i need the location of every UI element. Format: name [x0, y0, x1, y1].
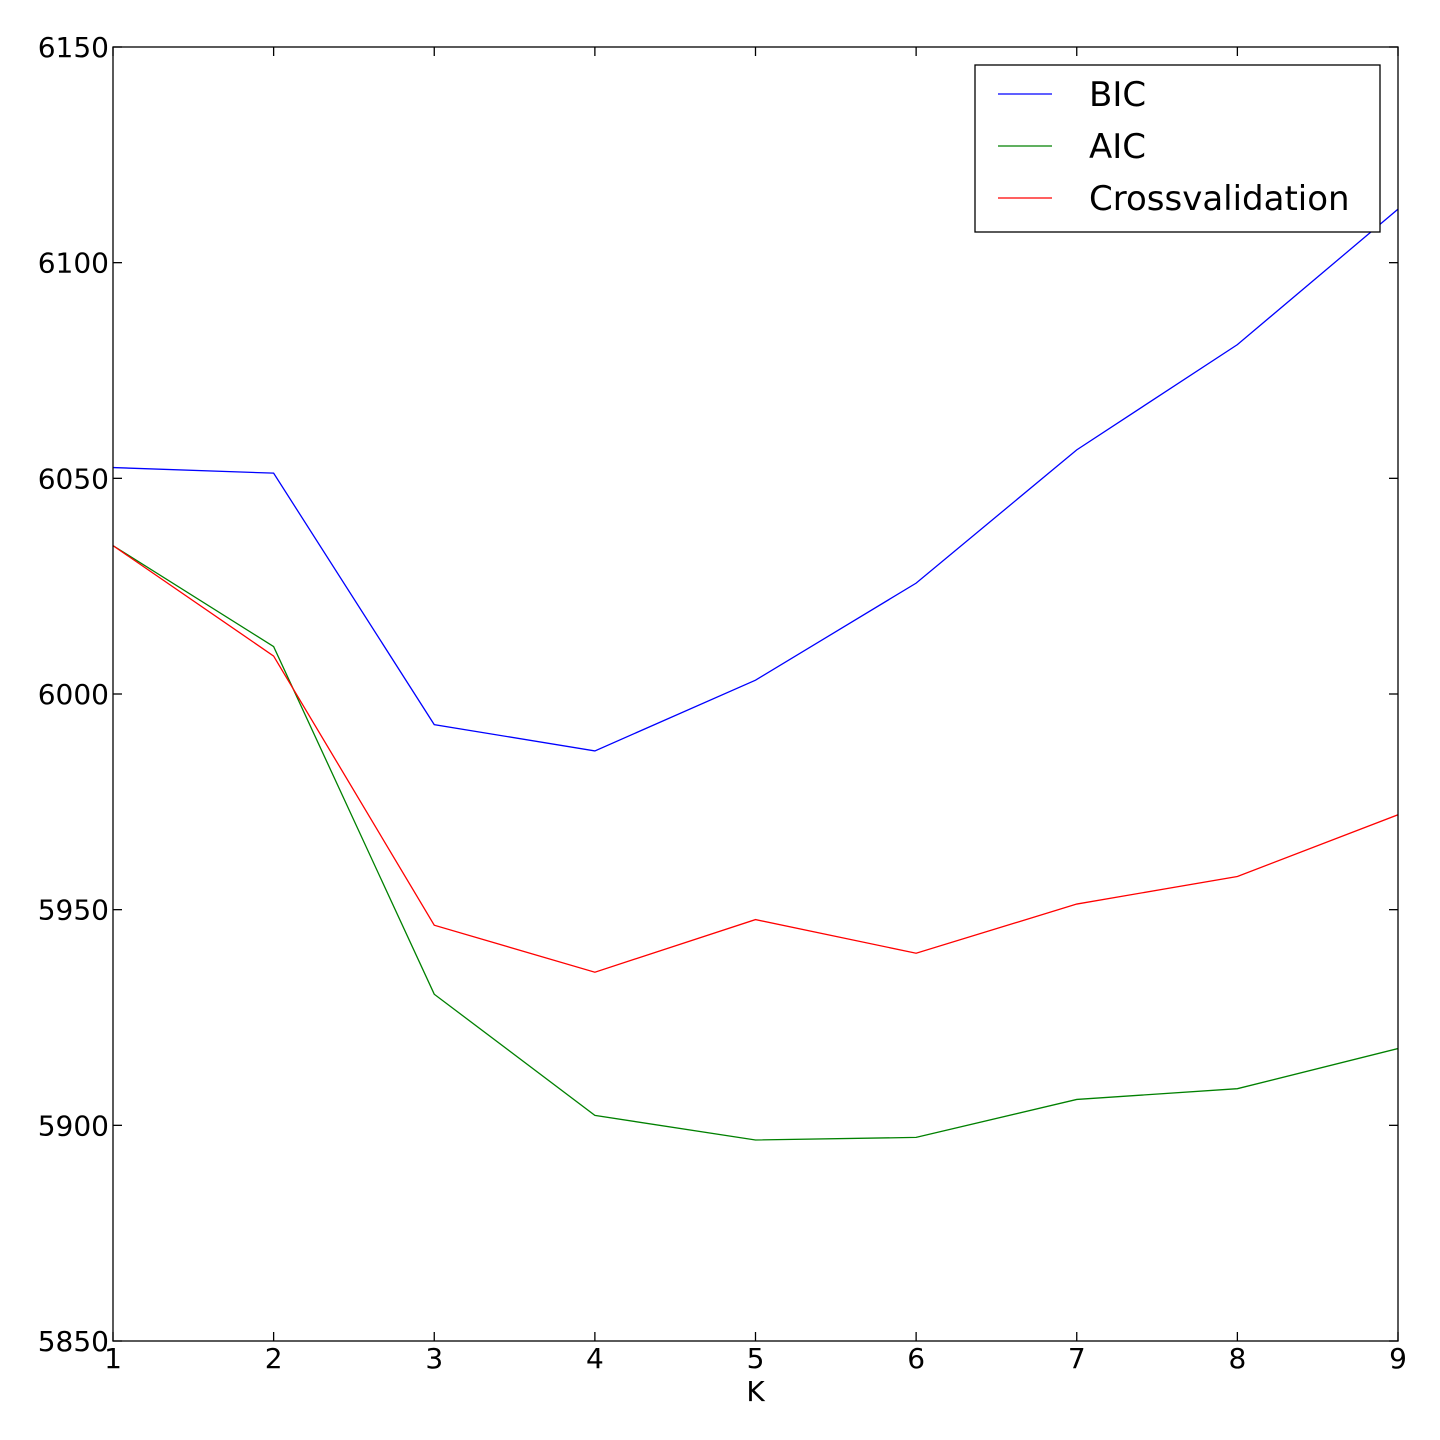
x-axis-ticks: 1 2 3 4 5 6 7 8 9	[104, 47, 1407, 1375]
series-line-bic	[112, 208, 1399, 752]
x-tick-label: 2	[265, 1342, 283, 1375]
plot-background	[113, 47, 1398, 1341]
plot-frame	[112, 46, 1399, 1342]
y-tick-label: 6050	[38, 462, 109, 495]
legend-label-bic: BIC	[1089, 75, 1146, 115]
y-tick-label: 6150	[38, 31, 109, 64]
x-tick-label: 4	[586, 1342, 604, 1375]
x-tick-label: 5	[747, 1342, 765, 1375]
y-tick-label: 6100	[38, 247, 109, 280]
series-line-crossvalidation	[112, 545, 1399, 973]
legend-box	[974, 64, 1381, 233]
legend-label-crossvalidation: Crossvalidation	[1089, 179, 1350, 219]
x-tick-label: 3	[425, 1342, 443, 1375]
y-tick-label: 5900	[38, 1109, 109, 1142]
x-tick-label: 8	[1228, 1342, 1246, 1375]
legend-label-aic: AIC	[1089, 127, 1146, 167]
y-tick-label: 5950	[38, 894, 109, 927]
x-tick-label: 9	[1389, 1342, 1407, 1375]
y-tick-label: 6000	[38, 678, 109, 711]
x-tick-label: 7	[1068, 1342, 1086, 1375]
x-axis-label: K	[746, 1375, 765, 1408]
x-tick-label: 6	[907, 1342, 925, 1375]
series-lines	[112, 208, 1399, 1141]
x-tick-label: 1	[104, 1342, 122, 1375]
y-tick-label: 5850	[38, 1325, 109, 1358]
series-line-aic	[112, 545, 1399, 1141]
y-axis-ticks: 5850 5900 5950 6000 6050 6100 6150	[38, 31, 1398, 1358]
legend: BIC AIC Crossvalidation	[974, 64, 1381, 233]
